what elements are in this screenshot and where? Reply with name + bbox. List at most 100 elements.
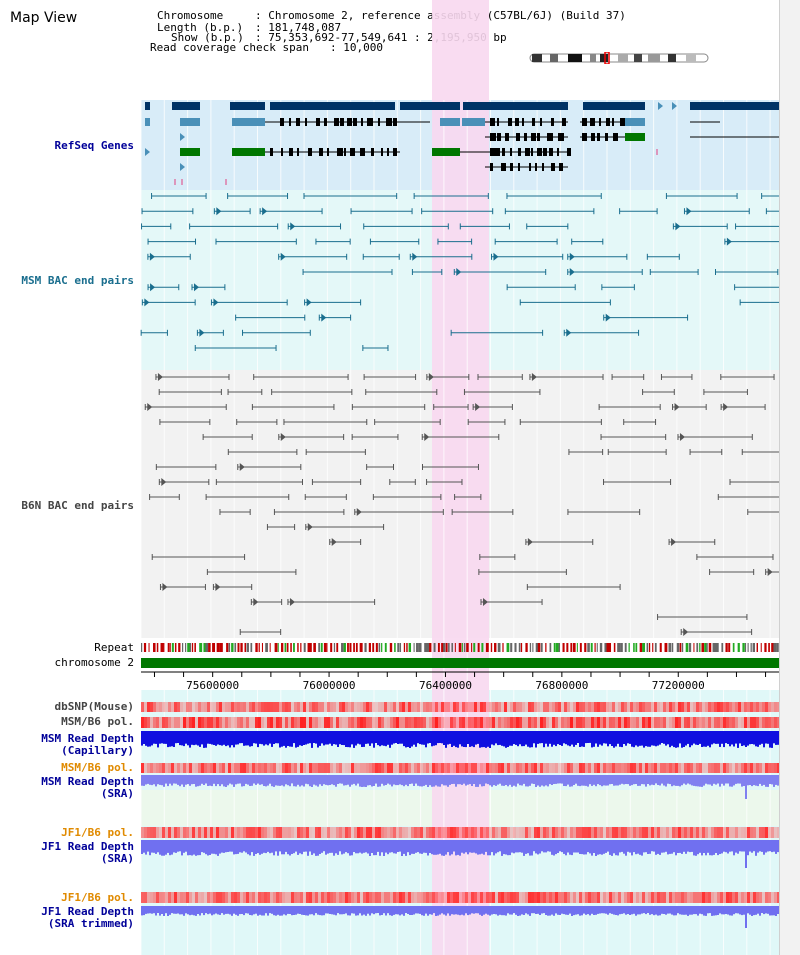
jf1-depth-trim: [667, 906, 669, 914]
msm-b6-pol-2-strip: [591, 763, 594, 773]
jf1-depth-trim: [189, 906, 191, 916]
msm-b6-pol-strip: [597, 717, 600, 728]
msm-b6-pol-2-strip: [174, 763, 177, 773]
dbsnp-strip: [462, 702, 465, 712]
jf1-depth-trim: [645, 906, 647, 915]
msm-depth-capillary: [363, 731, 365, 747]
msm-b6-pol-strip: [495, 717, 498, 728]
msm-depth-capillary: [559, 731, 561, 745]
msm-depth-capillary: [463, 731, 465, 747]
track-label-msm-depth-cap-sub: (Capillary): [61, 744, 134, 757]
msm-depth-capillary: [643, 731, 645, 748]
msm-depth-sra: [679, 775, 681, 787]
jf1-b6-pol-2-strip: [660, 892, 663, 903]
msm-depth-capillary: [663, 731, 665, 744]
jf1-depth-sra: [669, 840, 671, 854]
jf1-b6-pol-2-strip: [192, 892, 195, 903]
jf1-depth-trim: [553, 906, 555, 916]
msm-depth-sra: [607, 775, 609, 786]
msm-depth-sra: [351, 775, 353, 785]
repeat-element: [699, 643, 701, 652]
msm-b6-pol-strip: [726, 717, 729, 728]
jf1-depth-trim: [725, 906, 727, 914]
msm-b6-pol-2-strip: [402, 763, 405, 773]
dbsnp-strip: [639, 702, 642, 712]
dbsnp-strip: [411, 702, 414, 712]
msm-depth-sra: [479, 775, 481, 785]
jf1-depth-sra: [505, 840, 507, 855]
jf1-b6-pol-strip: [447, 827, 450, 838]
jf1-depth-trim: [297, 906, 299, 914]
jf1-depth-trim: [191, 906, 193, 915]
msm-depth-capillary: [311, 731, 313, 748]
gene-exon: [529, 163, 531, 171]
jf1-depth-trim: [421, 906, 423, 916]
msm-depth-sra: [435, 775, 437, 786]
jf1-b6-pol-2-strip: [486, 892, 489, 903]
msm-depth-sra: [449, 775, 451, 785]
msm-depth-capillary: [305, 731, 307, 745]
jf1-depth-trim: [267, 906, 269, 916]
msm-b6-pol-2-strip: [357, 763, 360, 773]
msm-depth-capillary: [689, 731, 691, 748]
msm-b6-pol-2-strip: [213, 763, 216, 773]
msm-depth-capillary: [641, 731, 643, 746]
dbsnp-strip: [192, 702, 195, 712]
jf1-b6-pol-strip: [777, 827, 780, 838]
msm-depth-sra: [515, 775, 517, 787]
gene-exon: [515, 118, 519, 126]
gene-exon: [353, 118, 357, 126]
msm-depth-sra: [525, 775, 527, 787]
jf1-b6-pol-strip: [603, 827, 606, 838]
jf1-depth-trim: [487, 906, 489, 915]
msm-b6-pol-strip: [372, 717, 375, 728]
jf1-depth-trim: [435, 906, 437, 916]
msm-depth-sra: [325, 775, 327, 785]
jf1-depth-sra: [283, 840, 285, 855]
gene-exon: [347, 118, 352, 126]
msm-depth-capillary: [611, 731, 613, 746]
msm-depth-capillary: [303, 731, 305, 745]
msm-depth-capillary: [487, 731, 489, 747]
msm-b6-pol-strip: [141, 717, 144, 728]
jf1-depth-sra: [621, 840, 623, 852]
jf1-depth-trim: [157, 906, 159, 913]
jf1-depth-trim: [659, 906, 661, 916]
jf1-b6-pol-strip: [750, 827, 753, 838]
jf1-depth-sra: [165, 840, 167, 855]
msm-b6-pol-strip: [444, 717, 447, 728]
track-label-jf1-b6-pol-2: JF1/B6 pol.: [61, 891, 134, 904]
chromosome-ideogram[interactable]: [528, 52, 712, 64]
gene-exon: [551, 163, 555, 171]
msm-depth-capillary: [529, 731, 531, 748]
jf1-depth-trim: [767, 906, 769, 914]
jf1-b6-pol-strip: [693, 827, 696, 838]
msm-depth-sra: [445, 775, 447, 786]
msm-depth-sra: [481, 775, 483, 787]
jf1-depth-sra: [263, 840, 265, 853]
repeat-element: [693, 643, 695, 652]
dbsnp-strip: [243, 702, 246, 712]
gene-exon: [496, 148, 500, 156]
repeat-element: [240, 643, 243, 652]
msm-depth-sra: [233, 775, 235, 787]
msm-depth-capillary: [185, 731, 187, 744]
jf1-b6-pol-strip: [264, 827, 267, 838]
msm-depth-capillary: [379, 731, 381, 747]
repeat-element: [426, 643, 430, 652]
jf1-b6-pol-2-strip: [633, 892, 636, 903]
dbsnp-strip: [420, 702, 423, 712]
jf1-depth-sra: [303, 840, 305, 852]
msm-b6-pol-2-strip: [642, 763, 645, 773]
scrollbar[interactable]: [779, 0, 800, 955]
msm-b6-pol-strip: [777, 717, 780, 728]
jf1-depth-trim: [655, 906, 657, 915]
msm-depth-sra: [493, 775, 495, 786]
dbsnp-strip: [555, 702, 558, 712]
msm-depth-capillary: [275, 731, 277, 744]
msm-b6-pol-2-strip: [561, 763, 564, 773]
jf1-depth-trim: [683, 906, 685, 915]
jf1-depth-sra: [585, 840, 587, 855]
jf1-b6-pol-strip: [462, 827, 465, 838]
